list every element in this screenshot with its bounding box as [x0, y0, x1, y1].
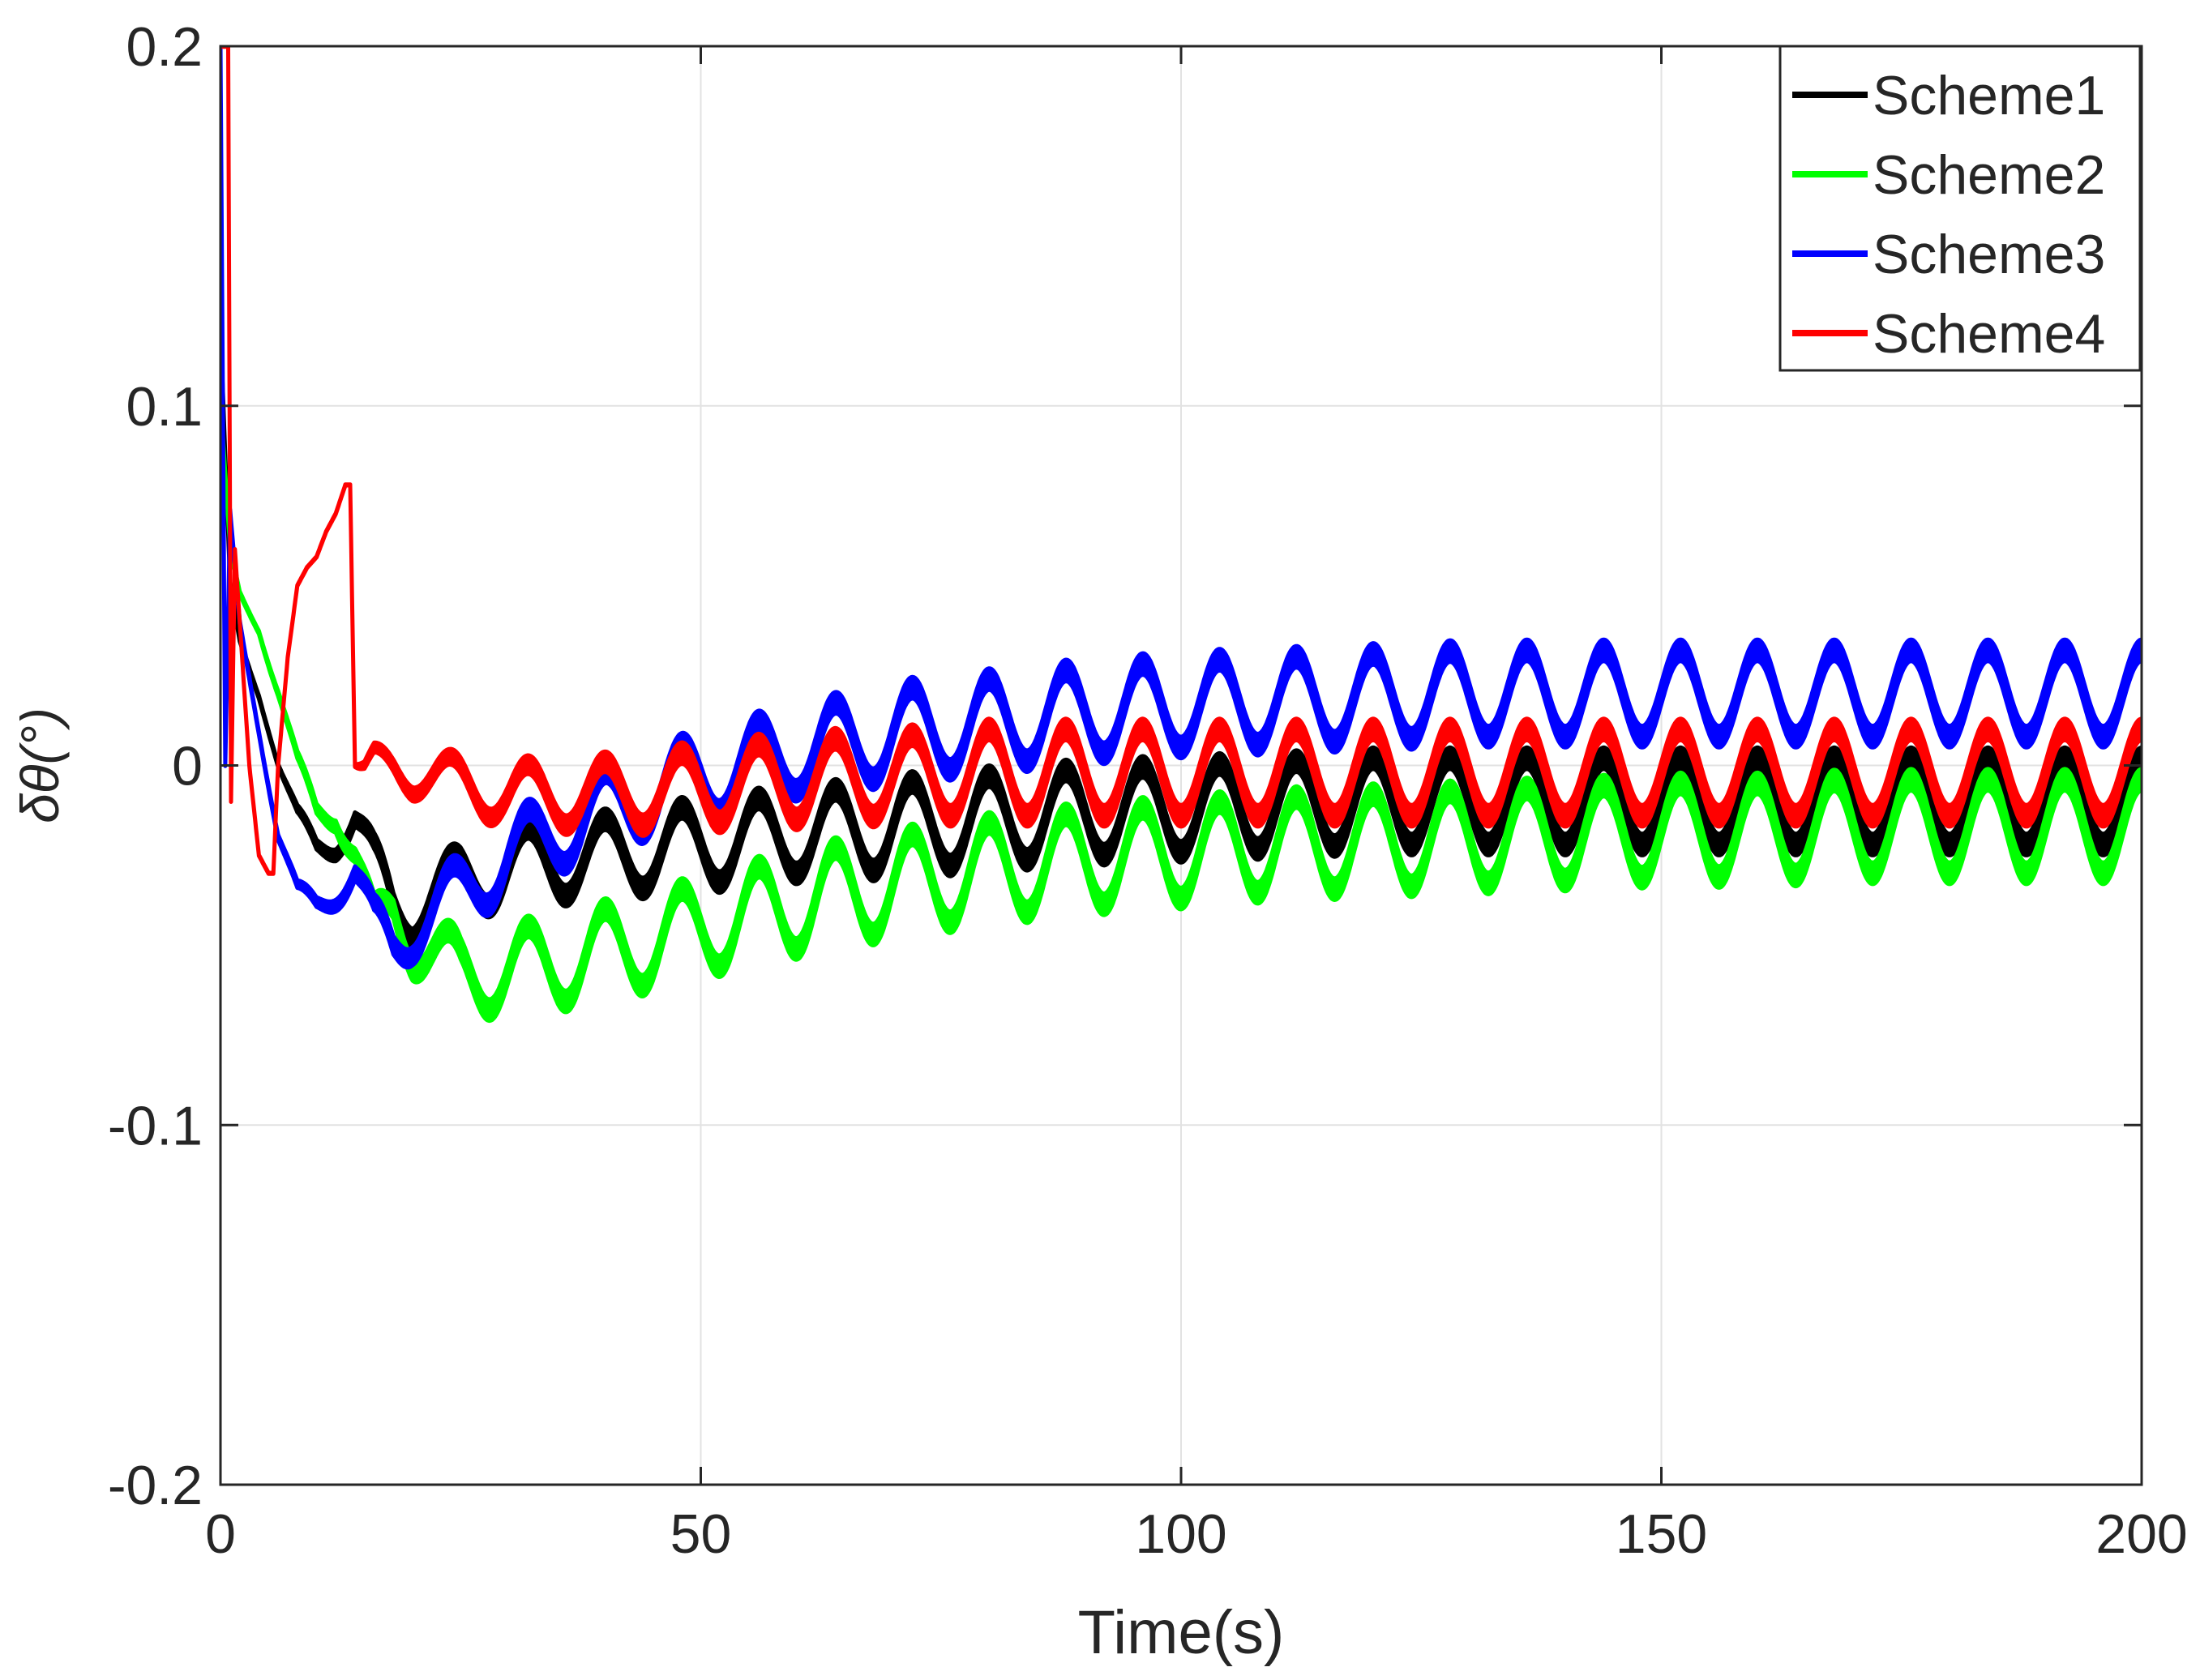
series-line-scheme3: [220, 46, 2142, 970]
x-tick-label: 150: [1616, 1503, 1707, 1565]
ticks: 0 50 100 150 200 -0.2 -0.1 0 0.1 0.2: [108, 16, 2188, 1565]
x-tick-label: 0: [205, 1503, 236, 1565]
series-line-scheme2: [220, 398, 2142, 1024]
legend-label: Scheme3: [1873, 224, 2105, 285]
y-axis-label: δθ(°): [10, 707, 70, 823]
legend: Scheme1 Scheme2 Scheme3 Scheme4: [1778, 45, 2142, 372]
x-tick-label: 50: [670, 1503, 732, 1565]
y-tick-label: -0.1: [108, 1095, 203, 1156]
x-axis-label: Time(s): [1078, 1598, 1285, 1667]
legend-label: Scheme2: [1873, 144, 2105, 206]
series-line-scheme4: [220, 46, 2142, 876]
legend-box: [1778, 45, 2142, 372]
legend-label: Scheme1: [1873, 65, 2105, 126]
y-tick-label: 0.1: [126, 376, 203, 438]
y-tick-label: -0.2: [108, 1455, 203, 1516]
y-tick-label: 0.2: [126, 16, 203, 78]
plot-area: [220, 46, 2142, 1024]
x-tick-label: 100: [1135, 1503, 1226, 1565]
x-tick-label: 200: [2095, 1503, 2187, 1565]
series-line-scheme1: [220, 327, 2142, 950]
legend-label: Scheme4: [1873, 303, 2105, 365]
y-tick-label: 0: [172, 736, 203, 797]
